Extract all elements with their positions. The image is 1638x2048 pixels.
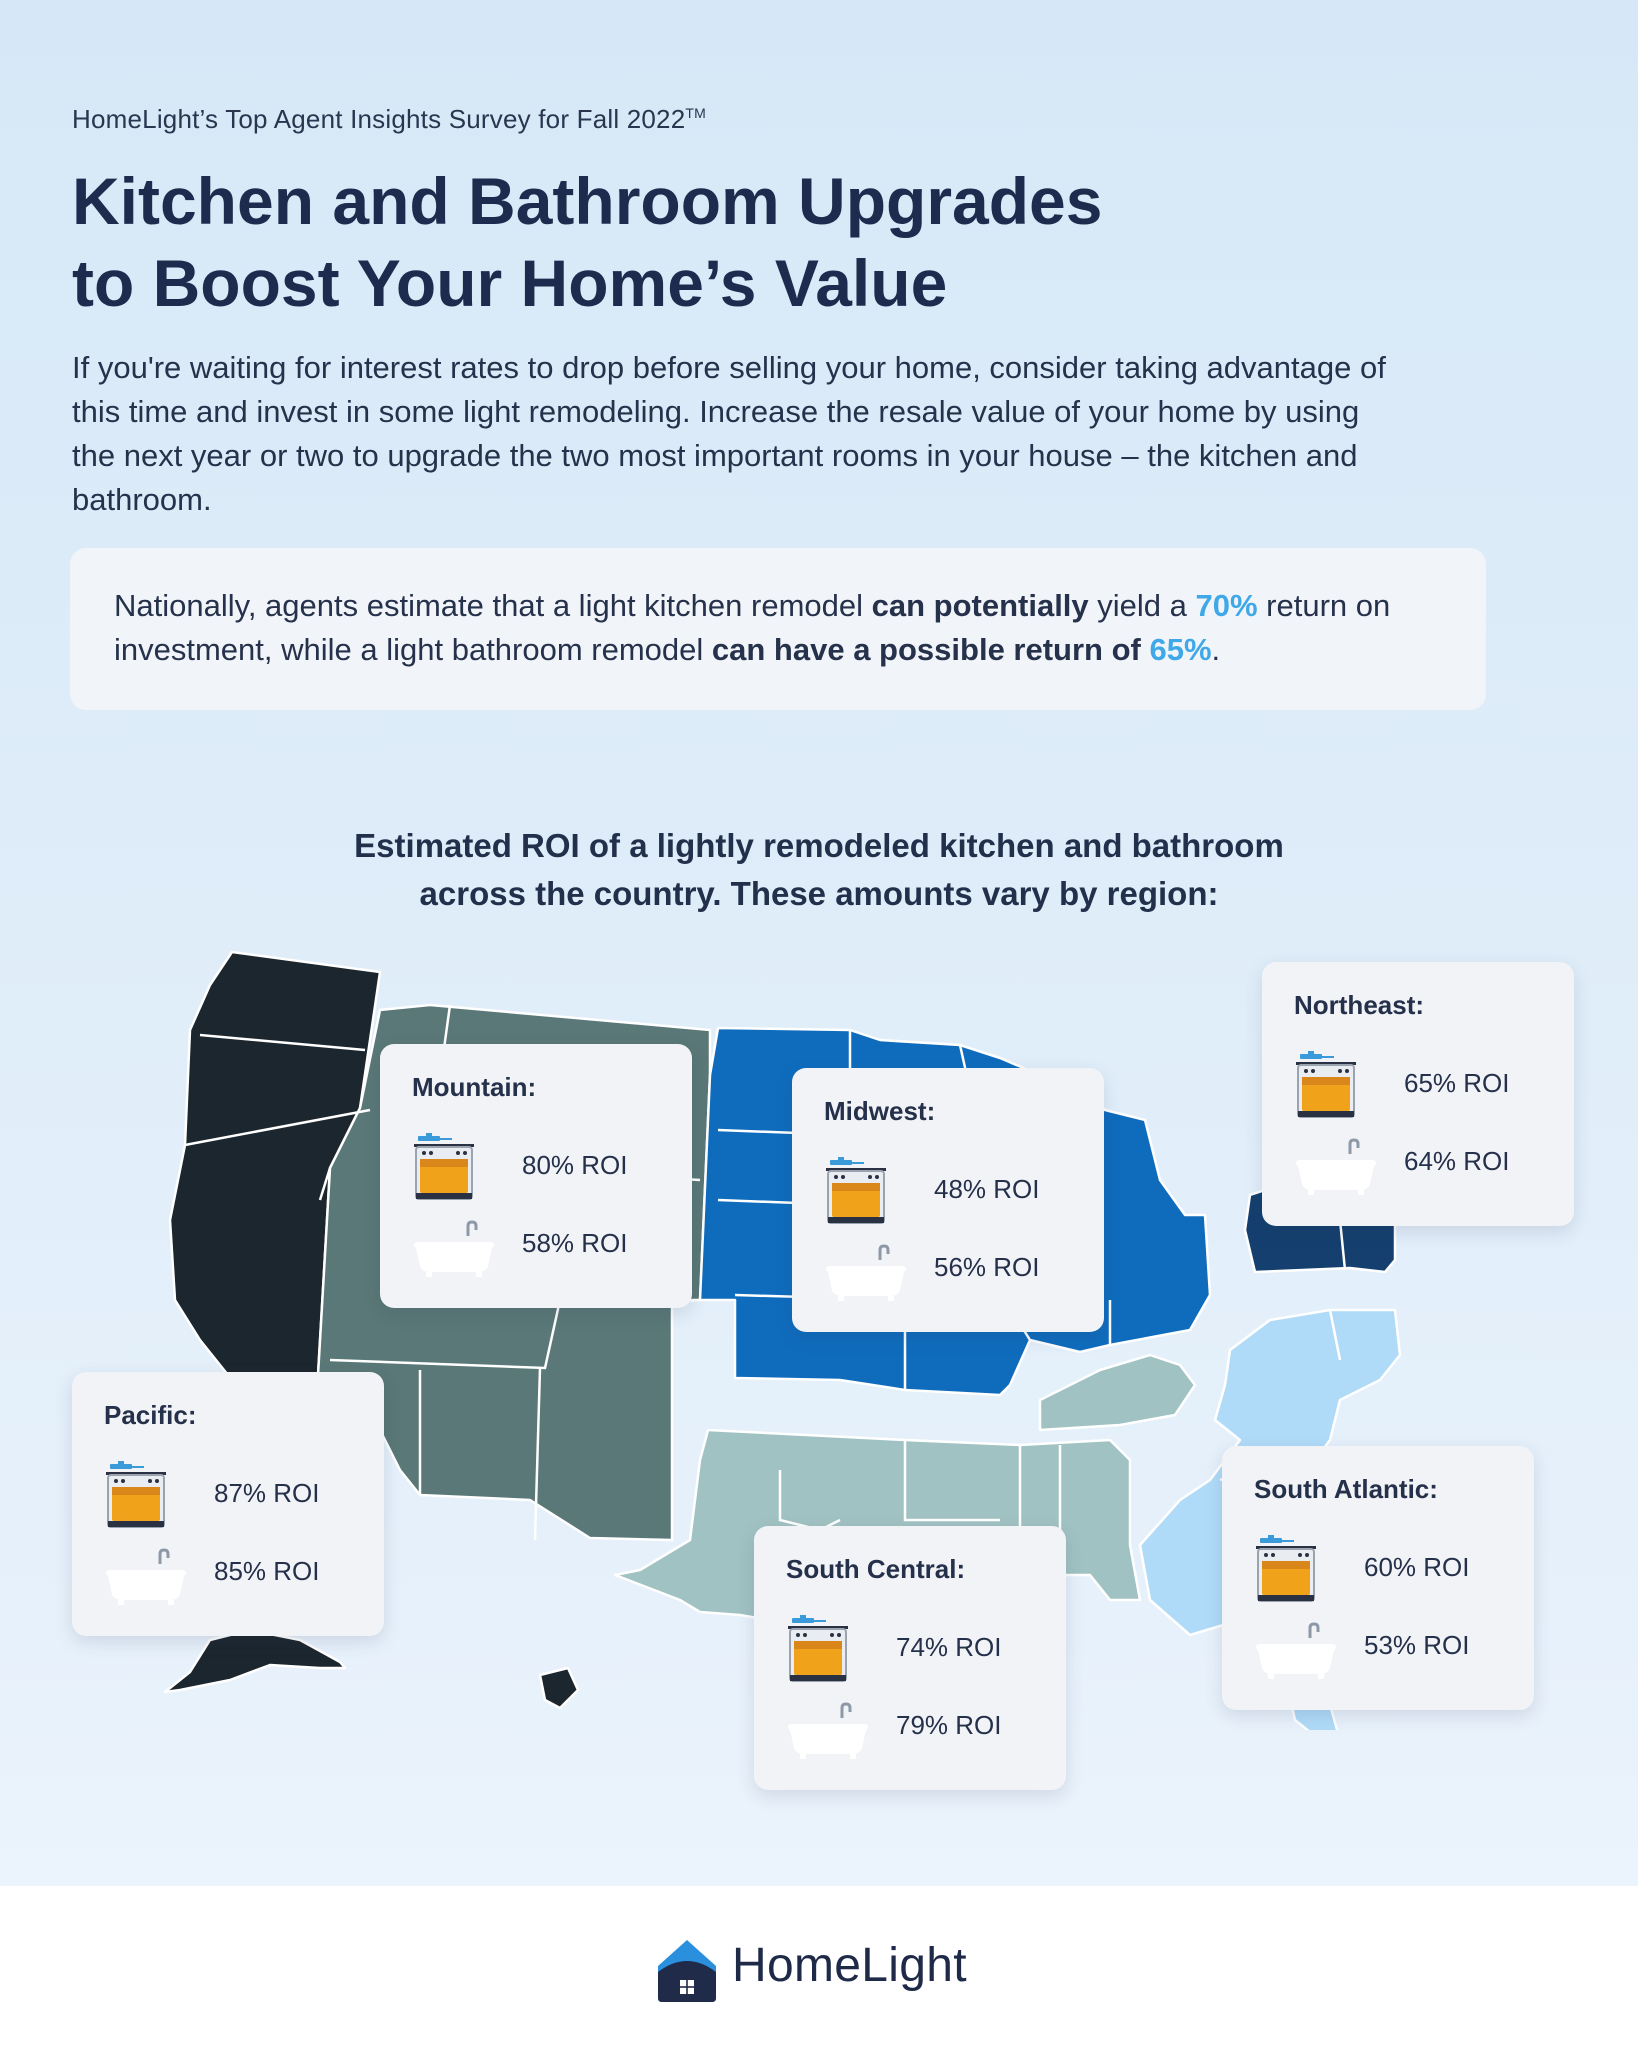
region-hawaii [538,1666,580,1710]
callout-bold-1: can potentially [871,588,1089,623]
bathroom-national-pct: 65% [1149,632,1212,667]
region-name: Midwest: [824,1096,936,1126]
region-name: South Atlantic: [1254,1474,1438,1504]
title-line-1: Kitchen and Bathroom Upgrades [72,164,1103,238]
homelight-logo-icon [658,1940,716,2002]
national-callout: Nationally, agents estimate that a light… [70,548,1486,710]
oven-icon [1296,1051,1356,1118]
kitchen-roi: 65% ROI [1404,1068,1510,1098]
bathroom-roi: 79% ROI [896,1710,1002,1740]
bathtub-icon [414,1220,494,1277]
oven-icon [1256,1535,1316,1602]
title-line-2: to Boost Your Home’s Value [72,246,948,320]
kitchen-roi: 87% ROI [214,1478,320,1508]
region-name: South Central: [786,1554,966,1584]
region-card-midwest: Midwest: 48% ROI 56% ROI [792,1068,1104,1332]
region-name: Northeast: [1294,990,1425,1020]
footer: HomeLight [0,1886,1638,2048]
map-heading: Estimated ROI of a lightly remodeled kit… [354,827,1284,912]
region-card-northeast: Northeast: 65% ROI 64% ROI [1262,962,1574,1226]
region-card-south-central: South Central: 74% ROI 79% ROI [754,1526,1066,1790]
bathroom-roi: 56% ROI [934,1252,1040,1282]
oven-icon [106,1461,166,1528]
region-card-south-atlantic: South Atlantic: 60% ROI 53% ROI [1222,1446,1534,1710]
kitchen-roi: 60% ROI [1364,1552,1470,1582]
region-kentucky [1038,1353,1197,1432]
kitchen-roi: 74% ROI [896,1632,1002,1662]
callout-bold-2: can have a possible return of [711,632,1141,667]
region-alaska [163,1628,347,1694]
region-south-atlantic [1138,1308,1402,1730]
region-name: Pacific: [104,1400,197,1430]
page-title: Kitchen and Bathroom Upgrades to Boost Y… [72,160,1272,324]
bathroom-roi: 64% ROI [1404,1146,1510,1176]
bathroom-roi: 58% ROI [522,1228,628,1258]
bathroom-roi: 53% ROI [1364,1630,1470,1660]
oven-icon [414,1133,474,1200]
brand-name: HomeLight [732,1939,967,1992]
kitchen-roi: 48% ROI [934,1174,1040,1204]
region-card-pacific: Pacific: 87% ROI 85% ROI [72,1372,384,1636]
bathtub-icon [1256,1622,1336,1679]
bathtub-icon [788,1702,868,1759]
intro-paragraph: If you're waiting for interest rates to … [72,350,1386,517]
kitchen-roi: 80% ROI [522,1150,628,1180]
kitchen-national-pct: 70% [1195,588,1258,623]
survey-label: HomeLight’s Top Agent Insights Survey fo… [72,104,706,134]
region-card-mountain: Mountain: 80% ROI 58% ROI [380,1044,692,1308]
trademark: TM [685,105,706,121]
oven-icon [826,1157,886,1224]
region-name: Mountain: [412,1072,537,1102]
bathtub-icon [826,1244,906,1301]
bathroom-roi: 85% ROI [214,1556,320,1586]
bathtub-icon [1296,1138,1376,1195]
bathtub-icon [106,1548,186,1605]
oven-icon [788,1615,848,1682]
